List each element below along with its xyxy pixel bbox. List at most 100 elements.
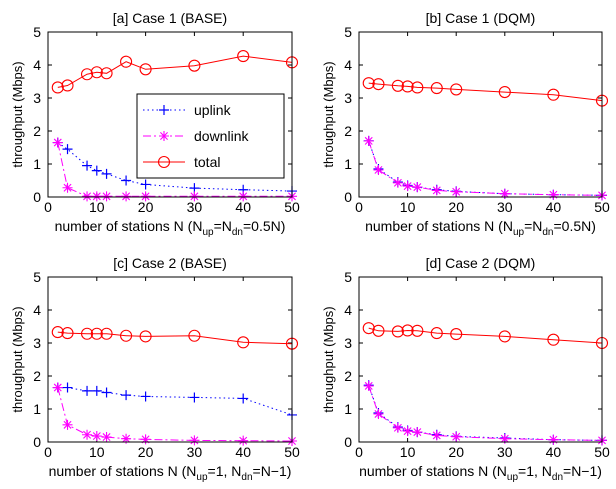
data-point-plus <box>238 393 249 404</box>
series-line-total <box>57 55 293 88</box>
data-point-star <box>412 182 423 193</box>
data-point-circle <box>362 77 375 90</box>
chart-title: [b] Case 1 (DQM) <box>426 10 536 26</box>
legend-label: total <box>194 154 220 170</box>
y-tick-label: 0 <box>344 189 352 205</box>
data-point-circle <box>372 78 385 91</box>
x-tick-label: 10 <box>89 444 105 460</box>
data-point-star <box>52 137 63 148</box>
x-axis-label: number of stations N (Nup=1, Ndn=N−1) <box>49 463 292 483</box>
data-point-star <box>431 185 442 196</box>
series-line-series-3 <box>368 82 603 102</box>
series-line-series-1 <box>368 385 603 441</box>
chart-panel-1: [a] Case 1 (BASE) 0 10 20 30 40 50 0 1 2 3 4 5 throug… <box>10 10 300 238</box>
data-point-circle <box>80 327 94 340</box>
legend-marker-plus <box>159 105 169 115</box>
y-tick-label: 4 <box>344 302 352 318</box>
x-tick-label: 10 <box>89 199 105 215</box>
data-point-star <box>431 430 442 441</box>
data-point-circle <box>450 328 463 341</box>
x-tick-label: 0 <box>355 444 363 460</box>
data-point-star <box>373 408 384 419</box>
x-tick-label: 40 <box>235 199 251 215</box>
x-tick-label: 20 <box>448 199 464 215</box>
data-point-plus <box>82 160 93 171</box>
series-line-downlink <box>57 142 292 197</box>
x-tick-label: 0 <box>44 199 52 215</box>
data-point-plus <box>189 392 200 403</box>
data-point-star <box>412 427 423 438</box>
data-point-circle <box>430 82 443 95</box>
legend-label: uplink <box>194 102 232 118</box>
x-tick-label: 0 <box>44 444 52 460</box>
x-tick-label: 40 <box>546 444 562 460</box>
data-point-circle <box>120 329 133 342</box>
x-tick-label: 50 <box>284 444 300 460</box>
data-point-circle <box>547 333 560 346</box>
data-point-circle <box>237 336 250 349</box>
y-tick-label: 0 <box>344 434 352 450</box>
data-point-star <box>499 433 510 444</box>
data-point-star <box>101 432 112 443</box>
data-point-circle <box>450 83 463 96</box>
x-tick-label: 20 <box>138 444 154 460</box>
data-point-star <box>52 382 63 393</box>
data-point-star <box>392 177 403 188</box>
y-tick-label: 5 <box>33 24 41 40</box>
x-tick-label: 30 <box>497 199 513 215</box>
series-line-series-2 <box>57 387 293 442</box>
data-point-circle <box>61 79 74 92</box>
data-point-plus <box>62 144 73 155</box>
data-point-star <box>140 191 151 202</box>
series-line-series-3 <box>368 327 603 344</box>
plot-area-frame <box>47 276 293 443</box>
data-point-plus <box>121 390 132 401</box>
y-tick-label: 2 <box>344 123 352 139</box>
data-point-circle <box>498 330 511 343</box>
legend-marker-star <box>159 131 169 141</box>
chart-title: [a] Case 1 (BASE) <box>113 10 227 26</box>
data-point-star <box>82 429 93 440</box>
data-point-star <box>548 434 559 445</box>
y-tick-label: 1 <box>344 401 352 417</box>
y-tick-label: 1 <box>33 156 41 172</box>
data-point-star <box>451 186 462 197</box>
x-axis-label: number of stations N (Nup=Ndn=0.5N) <box>55 218 286 238</box>
x-axis-label: number of stations N (Nup=1, Ndn=N−1) <box>359 463 602 483</box>
data-point-star <box>363 135 374 146</box>
y-tick-label: 1 <box>33 401 41 417</box>
data-point-circle <box>188 329 201 342</box>
data-point-circle <box>401 324 414 337</box>
data-point-circle <box>430 327 443 340</box>
data-point-star <box>91 431 102 442</box>
x-tick-label: 50 <box>594 444 610 460</box>
y-axis-label: throughput (Mbps) <box>321 61 336 167</box>
y-tick-label: 2 <box>33 123 41 139</box>
x-tick-label: 50 <box>594 199 610 215</box>
data-point-star <box>238 435 249 446</box>
y-axis-label: throughput (Mbps) <box>10 306 25 412</box>
data-point-circle <box>90 66 103 79</box>
data-point-star <box>451 431 462 442</box>
data-point-plus <box>140 179 151 190</box>
chart-title: [c] Case 2 (BASE) <box>113 255 227 271</box>
data-point-plus <box>91 165 102 176</box>
y-axis-label: throughput (Mbps) <box>10 61 25 167</box>
y-tick-label: 1 <box>344 156 352 172</box>
data-point-star <box>238 191 249 202</box>
y-tick-label: 5 <box>344 269 352 285</box>
x-tick-label: 10 <box>400 199 416 215</box>
data-point-star <box>140 434 151 445</box>
y-tick-label: 5 <box>33 269 41 285</box>
data-point-circle <box>100 327 113 340</box>
data-point-plus <box>62 382 73 393</box>
series-line-uplink <box>57 142 293 192</box>
data-point-star <box>101 191 112 202</box>
data-point-star <box>402 181 413 192</box>
y-tick-label: 2 <box>33 368 41 384</box>
x-tick-label: 50 <box>284 199 300 215</box>
x-tick-label: 40 <box>235 444 251 460</box>
data-point-circle <box>372 324 385 337</box>
y-axis-label: throughput (Mbps) <box>321 306 336 412</box>
x-tick-label: 30 <box>187 199 203 215</box>
